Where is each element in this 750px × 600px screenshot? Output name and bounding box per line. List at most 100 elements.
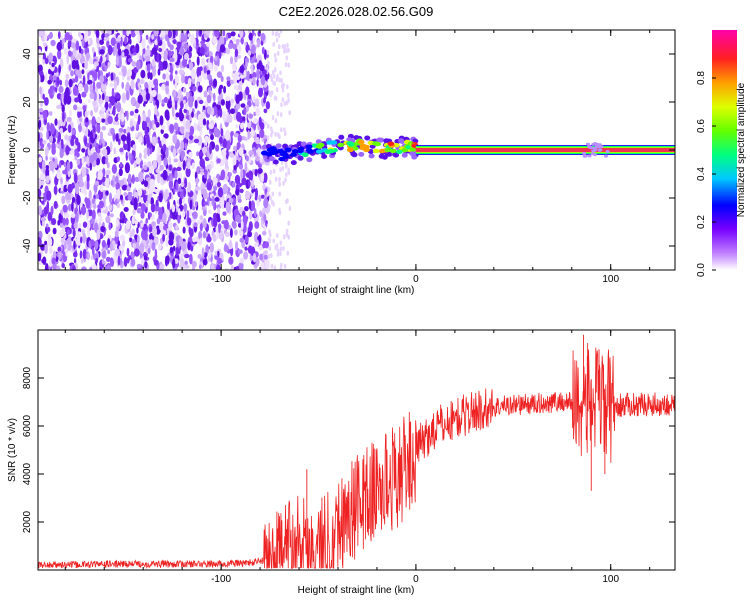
- noise-speckle: [86, 155, 89, 165]
- noise-speckle: [101, 258, 105, 265]
- plateau-speckle: [586, 142, 590, 146]
- noise-speckle: [153, 30, 159, 37]
- noise-speckle: [268, 179, 272, 185]
- colorbar-tick-label: 0.0: [696, 263, 707, 277]
- noise-speckle: [101, 239, 106, 248]
- noise-speckle: [138, 202, 142, 207]
- noise-speckle: [62, 217, 66, 226]
- noise-speckle: [225, 149, 229, 160]
- noise-speckle: [80, 236, 83, 244]
- noise-speckle: [249, 78, 253, 83]
- noise-speckle: [150, 203, 156, 213]
- noise-speckle: [63, 47, 68, 55]
- noise-speckle: [193, 122, 198, 131]
- spectrogram-signal: [261, 133, 675, 166]
- signal-halo: [290, 160, 297, 166]
- noise-speckle: [59, 127, 64, 134]
- noise-speckle: [119, 194, 124, 201]
- noise-speckle: [126, 142, 131, 152]
- noise-speckle: [193, 113, 197, 118]
- noise-speckle: [153, 123, 157, 130]
- noise-speckle: [72, 229, 76, 238]
- noise-speckle: [167, 100, 173, 109]
- noise-speckle: [172, 30, 176, 39]
- noise-speckle: [259, 70, 262, 75]
- plateau-speckle: [582, 151, 587, 155]
- noise-speckle: [255, 107, 261, 117]
- noise-speckle: [98, 215, 103, 223]
- noise-speckle: [60, 138, 64, 150]
- noise-speckle: [202, 258, 208, 266]
- noise-speckle: [136, 59, 141, 71]
- noise-speckle: [85, 198, 91, 209]
- noise-speckle: [149, 212, 152, 218]
- noise-speckle: [267, 253, 271, 259]
- noise-speckle: [239, 30, 244, 38]
- noise-speckle: [87, 72, 90, 81]
- noise-speckle: [108, 222, 112, 231]
- noise-speckle: [140, 69, 146, 79]
- noise-speckle: [274, 57, 278, 63]
- spectrogram-x-ticks: -100 0 100: [64, 30, 651, 285]
- noise-speckle: [274, 131, 277, 137]
- noise-speckle: [134, 176, 140, 182]
- noise-speckle: [138, 171, 144, 183]
- noise-speckle: [155, 168, 161, 174]
- noise-speckle: [65, 248, 68, 257]
- signal-halo: [401, 152, 408, 158]
- noise-speckle: [115, 218, 119, 227]
- noise-speckle: [283, 48, 286, 54]
- noise-speckle: [163, 225, 168, 231]
- noise-speckle: [279, 167, 282, 173]
- noise-speckle: [279, 251, 282, 257]
- noise-speckle: [100, 118, 106, 123]
- noise-speckle: [234, 174, 241, 185]
- noise-speckle: [131, 61, 137, 67]
- noise-speckle: [276, 111, 280, 117]
- noise-speckle: [185, 91, 190, 98]
- noise-speckle: [137, 94, 143, 104]
- noise-speckle: [204, 169, 208, 176]
- noise-speckle: [116, 120, 120, 126]
- noise-speckle: [80, 257, 84, 264]
- noise-speckle: [192, 211, 198, 220]
- x-tick-label: 0: [413, 574, 419, 585]
- noise-speckle: [252, 117, 259, 125]
- noise-speckle: [129, 236, 133, 243]
- noise-speckle: [94, 180, 100, 186]
- noise-speckle: [266, 49, 270, 55]
- noise-speckle: [87, 228, 90, 238]
- noise-speckle: [280, 160, 284, 166]
- noise-speckle: [74, 183, 80, 195]
- noise-speckle: [247, 245, 253, 254]
- noise-speckle: [86, 220, 91, 231]
- noise-speckle: [109, 95, 116, 106]
- signal-halo: [378, 137, 385, 143]
- noise-speckle: [230, 79, 234, 85]
- noise-speckle: [145, 200, 149, 208]
- noise-speckle: [196, 56, 200, 66]
- noise-speckle: [55, 265, 61, 270]
- noise-speckle: [186, 210, 190, 220]
- noise-speckle: [184, 253, 190, 259]
- noise-speckle: [182, 99, 186, 105]
- noise-speckle: [99, 185, 104, 192]
- noise-speckle: [62, 204, 68, 213]
- noise-speckle: [121, 184, 128, 191]
- noise-speckle: [142, 47, 146, 55]
- noise-speckle: [189, 113, 192, 122]
- noise-speckle: [217, 101, 222, 106]
- noise-speckle: [183, 203, 188, 212]
- noise-speckle: [222, 211, 227, 216]
- noise-speckle: [225, 96, 231, 102]
- noise-speckle: [52, 250, 57, 260]
- noise-speckle: [267, 187, 271, 192]
- signal-halo: [268, 156, 275, 162]
- noise-speckle: [205, 30, 211, 36]
- noise-speckle: [38, 156, 43, 163]
- noise-speckle: [258, 244, 263, 251]
- noise-speckle: [209, 55, 214, 64]
- noise-speckle: [124, 36, 128, 45]
- noise-speckle: [140, 203, 146, 212]
- noise-speckle: [231, 181, 236, 188]
